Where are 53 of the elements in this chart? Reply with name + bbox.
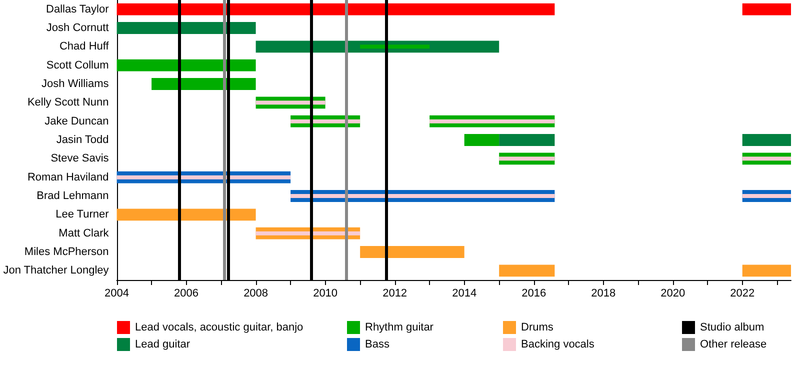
bar <box>499 134 555 146</box>
bar <box>290 119 360 124</box>
x-tick-label: 2022 <box>730 288 755 300</box>
x-tick-label: 2004 <box>104 288 130 300</box>
legend-label: Other release <box>700 338 767 350</box>
bar <box>430 119 555 124</box>
legend-label: Rhythm guitar <box>365 322 434 334</box>
y-tick-label: Josh Cornutt <box>46 22 109 34</box>
bar <box>116 22 256 34</box>
y-tick-label: Matt Clark <box>58 227 110 240</box>
bar <box>116 59 256 72</box>
y-tick-label: Chad Huff <box>59 40 110 53</box>
x-tick-label: 2018 <box>591 288 616 300</box>
x-tick-label: 2016 <box>522 288 546 300</box>
bar <box>116 208 256 221</box>
bar <box>742 264 791 277</box>
y-tick-label: Lee Turner <box>56 208 110 221</box>
bar <box>742 156 791 161</box>
bar <box>116 3 555 16</box>
legend-label: Studio album <box>700 322 764 334</box>
bar <box>499 264 555 277</box>
y-tick-label: Dallas Taylor <box>46 3 110 16</box>
y-tick-label: Jon Thatcher Longley <box>3 264 110 277</box>
bar <box>116 175 291 180</box>
x-tick-label: 2012 <box>382 288 408 300</box>
bar <box>360 246 464 258</box>
y-tick-label: Scott Collum <box>46 59 109 72</box>
bar <box>290 194 555 198</box>
legend-label: Lead guitar <box>135 338 190 350</box>
y-tick-label: Roman Haviland <box>27 171 109 184</box>
legend-label: Backing vocals <box>521 338 595 350</box>
x-tick-label: 2010 <box>313 288 338 300</box>
bar <box>499 156 555 161</box>
legend-label: Bass <box>365 338 390 350</box>
y-tick-label: Brad Lehmann <box>36 190 109 202</box>
legend-label: Drums <box>521 322 554 334</box>
legend-label: Lead vocals, acoustic guitar, banjo <box>135 322 304 334</box>
x-tick-label: 2014 <box>452 288 477 300</box>
bar <box>742 134 791 146</box>
y-tick-label: Kelly Scott Nunn <box>27 96 109 109</box>
x-tick-label: 2020 <box>660 288 686 300</box>
y-tick-label: Steve Savis <box>50 152 110 165</box>
x-tick-label: 2008 <box>244 288 268 300</box>
bar <box>256 100 326 105</box>
bar <box>742 3 791 16</box>
y-tick-label: Jake Duncan <box>44 115 109 128</box>
bar <box>464 134 500 146</box>
y-tick-label: Josh Williams <box>42 78 110 90</box>
bar <box>256 231 360 236</box>
bar <box>742 194 791 198</box>
x-tick-label: 2006 <box>174 288 199 300</box>
y-tick-label: Miles McPherson <box>24 246 109 258</box>
y-tick-label: Jasin Todd <box>56 134 109 146</box>
